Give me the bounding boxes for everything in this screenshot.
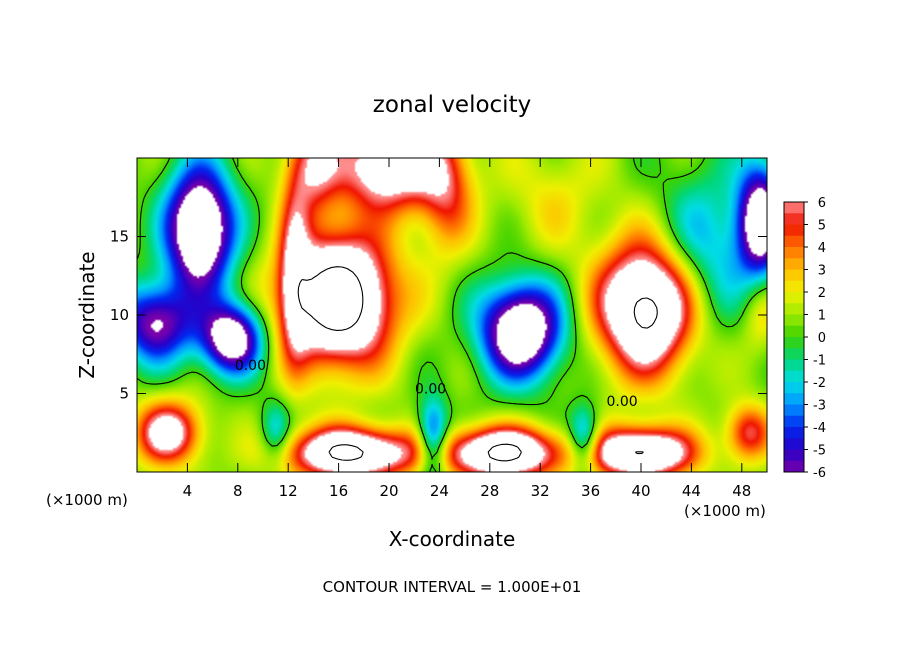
x-tick-label-8: 36	[581, 482, 600, 500]
x-tick-label-1: 8	[233, 482, 243, 500]
colorbar-swatch-3	[784, 235, 804, 248]
colorbar-swatch-4	[784, 247, 804, 259]
colorbar-label-2: 4	[818, 241, 826, 256]
colorbar-label-3: 3	[818, 264, 826, 279]
colorbar-swatch-11	[784, 325, 804, 338]
x-axis-ticks: 4 8 12 16 20 24 28 32 36 40 44 48	[183, 158, 751, 500]
colorbar-swatch-14	[784, 359, 804, 372]
colorbar	[784, 202, 804, 473]
colorbar-label-12: -6	[813, 466, 826, 481]
colorbar-swatch-5	[784, 258, 804, 270]
contour-labels: 0.00 0.00 0.00	[235, 358, 638, 410]
colorbar-labels: 6 5 4 3 2 1 0 -1 -2 -3 -4 -5 -6	[804, 196, 826, 481]
colorbar-swatch-7	[784, 280, 804, 293]
y-tick-label-2: 15	[110, 228, 129, 246]
contour-label-2: 0.00	[607, 394, 638, 410]
y-tick-label-0: 5	[119, 385, 129, 403]
heatmap	[137, 158, 767, 472]
colorbar-swatch-1	[784, 213, 804, 225]
colorbar-label-0: 6	[818, 196, 826, 211]
contour-interval-note: CONTOUR INTERVAL = 1.000E+01	[323, 578, 582, 596]
colorbar-swatch-0	[784, 202, 804, 214]
colorbar-label-7: -1	[813, 354, 826, 369]
colorbar-label-10: -4	[813, 421, 826, 436]
colorbar-swatch-16	[784, 382, 804, 394]
x-tick-label-5: 24	[430, 482, 449, 500]
colorbar-swatch-15	[784, 370, 804, 383]
colorbar-swatch-8	[784, 292, 804, 304]
chart-title: zonal velocity	[373, 92, 531, 118]
x-tick-label-9: 40	[631, 482, 650, 500]
heatmap-image	[137, 158, 767, 472]
x-tick-label-0: 4	[183, 482, 193, 500]
colorbar-swatch-19	[784, 415, 804, 428]
x-unit-label-left: (×1000 m)	[46, 491, 128, 509]
contour-layer	[136, 157, 768, 473]
colorbar-swatch-18	[784, 404, 804, 417]
contour-label-0: 0.00	[235, 358, 266, 374]
x-tick-label-3: 16	[329, 482, 348, 500]
contour-level-10	[297, 266, 658, 462]
colorbar-swatch-13	[784, 348, 804, 360]
contour-level-0	[136, 157, 768, 473]
y-axis-label: Z-coordinate	[75, 251, 99, 378]
x-tick-label-4: 20	[379, 482, 398, 500]
y-tick-label-1: 10	[110, 306, 129, 324]
colorbar-swatch-10	[784, 314, 804, 327]
colorbar-label-8: -2	[813, 376, 826, 391]
x-tick-label-10: 44	[682, 482, 701, 500]
x-tick-label-6: 28	[480, 482, 499, 500]
x-tick-label-7: 32	[531, 482, 550, 500]
colorbar-swatch-6	[784, 269, 804, 282]
y-axis-ticks: 5 10 15	[110, 228, 767, 403]
colorbar-label-9: -3	[813, 399, 826, 414]
colorbar-swatch-23	[784, 460, 804, 473]
colorbar-swatch-9	[784, 303, 804, 315]
x-tick-label-2: 12	[279, 482, 298, 500]
colorbar-swatch-2	[784, 224, 804, 237]
colorbar-label-1: 5	[818, 219, 826, 234]
x-axis-label: X-coordinate	[389, 527, 516, 551]
colorbar-label-6: 0	[818, 331, 826, 346]
colorbar-label-11: -5	[813, 444, 826, 459]
colorbar-label-5: 1	[818, 309, 826, 324]
colorbar-swatch-17	[784, 393, 804, 405]
colorbar-swatch-12	[784, 337, 804, 349]
x-tick-label-11: 48	[732, 482, 751, 500]
contour-label-1: 0.00	[415, 382, 446, 398]
colorbar-swatch-21	[784, 438, 804, 450]
colorbar-swatch-20	[784, 427, 804, 439]
colorbar-swatch-22	[784, 449, 804, 462]
x-unit-label-right: (×1000 m)	[684, 502, 766, 520]
colorbar-label-4: 2	[818, 286, 826, 301]
